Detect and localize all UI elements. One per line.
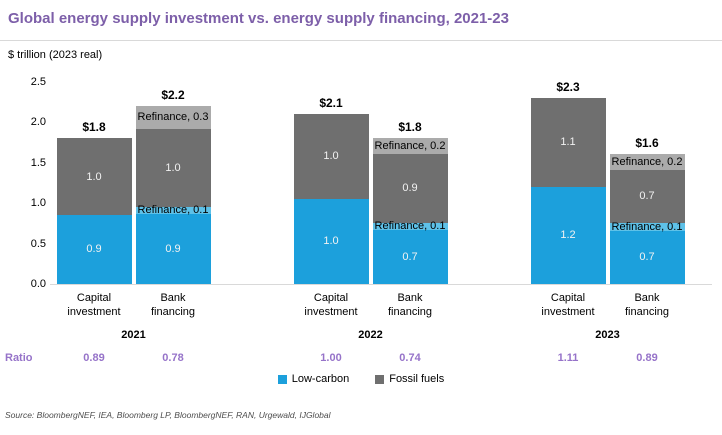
bar-segment-low-carbon-refinance	[372, 222, 448, 231]
bar-segment-low-carbon	[372, 230, 448, 284]
bar-segment-value-label: 1.0	[323, 235, 339, 248]
bar-segment-value-label: 1.0	[86, 170, 102, 183]
bar-segment-fossil	[372, 153, 448, 223]
bar-segment-fossil	[135, 129, 211, 207]
bar-segment-value-label: 1.2	[560, 229, 576, 242]
bar-segment-value-label: 0.9	[165, 243, 181, 256]
bar-segment-fossil-refinance	[609, 154, 685, 170]
chart-legend: Low-carbon Fossil fuels	[0, 373, 722, 385]
bar-segment-value-label: 0.7	[639, 190, 655, 203]
ratio-value: 1.00	[320, 352, 342, 364]
chart-title: Global energy supply investment vs. ener…	[8, 10, 509, 27]
ratio-value: 0.89	[83, 352, 105, 364]
bar-segment-low-carbon-refinance	[609, 223, 685, 231]
bar-segment-value-label: 1.1	[560, 136, 576, 149]
bar-segment-value-label: 1.0	[165, 161, 181, 174]
bar-segment-low-carbon	[530, 186, 606, 284]
bar-segment-value-label: 0.9	[86, 243, 102, 256]
y-tick-label: 2.0	[30, 116, 46, 128]
ratio-value: 0.89	[636, 352, 658, 364]
bar-segment-value-label: 0.7	[402, 251, 418, 264]
bar-total-label: $1.8	[398, 120, 422, 135]
bar-segment-low-carbon	[56, 214, 132, 284]
refinance-label: Refinance, 0.2	[611, 156, 683, 169]
refinance-label: Refinance, 0.1	[374, 220, 446, 233]
bar-total-label: $2.1	[319, 95, 343, 110]
year-label: 2023	[595, 329, 620, 341]
x-axis-category-label: Bank financing	[150, 292, 196, 318]
x-axis-category-label: Capital investment	[541, 292, 595, 318]
ratio-row-label: Ratio	[5, 352, 33, 364]
bar-segment-low-carbon	[293, 198, 369, 284]
x-axis-category-label: Bank financing	[387, 292, 433, 318]
bar-segment-low-carbon	[609, 230, 685, 284]
bar-segment-fossil	[530, 97, 606, 187]
refinance-label: Refinance, 0.3	[137, 111, 209, 124]
x-axis-category-label: Capital investment	[67, 292, 121, 318]
y-axis-unit-label: $ trillion (2023 real)	[8, 49, 103, 61]
y-tick-label: 0.0	[30, 278, 46, 290]
legend-item: Fossil fuels	[375, 373, 444, 385]
bar-segment-value-label: 1.0	[323, 150, 339, 163]
y-tick-label: 2.5	[30, 75, 46, 88]
bar-segment-low-carbon-refinance	[135, 206, 211, 215]
bar-total-label: $2.2	[161, 87, 185, 102]
bar-segment-value-label: 0.9	[402, 182, 418, 195]
bar-total-label: $1.6	[635, 136, 659, 151]
y-tick-label: 1.5	[30, 156, 46, 169]
y-tick-label: 1.0	[30, 197, 46, 209]
legend-swatch-fossil	[375, 374, 385, 384]
bar-segment-fossil-refinance	[372, 138, 448, 154]
bar-segment-low-carbon	[135, 214, 211, 284]
refinance-label: Refinance, 0.1	[611, 220, 683, 233]
ratio-value: 0.74	[399, 352, 421, 364]
legend-label: Fossil fuels	[389, 373, 445, 385]
legend-item: Low-carbon	[277, 373, 350, 385]
year-label: 2022	[358, 329, 383, 341]
ratio-value: 1.11	[557, 352, 579, 364]
title-divider	[0, 40, 722, 41]
bar-total-label: $2.3	[556, 79, 580, 94]
refinance-label: Refinance, 0.2	[374, 139, 446, 152]
source-note: Source: BloombergNEF, IEA, Bloomberg LP,…	[5, 410, 331, 420]
bar-segment-fossil	[609, 169, 685, 223]
ratio-value: 0.78	[162, 352, 184, 364]
x-axis-category-label: Capital investment	[304, 292, 358, 318]
x-axis-category-label: Bank financing	[624, 292, 670, 318]
bar-segment-fossil	[293, 113, 369, 199]
y-tick-label: 0.5	[30, 237, 46, 250]
year-label: 2021	[121, 329, 146, 341]
bar-segment-fossil	[56, 138, 132, 215]
bar-segment-value-label: 0.7	[639, 251, 655, 264]
x-axis-line	[50, 284, 712, 285]
bar-total-label: $1.8	[82, 120, 106, 135]
refinance-label: Refinance, 0.1	[137, 204, 209, 217]
bar-segment-fossil-refinance	[135, 105, 211, 130]
legend-label: Low-carbon	[291, 373, 350, 385]
legend-swatch-low-carbon	[277, 374, 287, 384]
